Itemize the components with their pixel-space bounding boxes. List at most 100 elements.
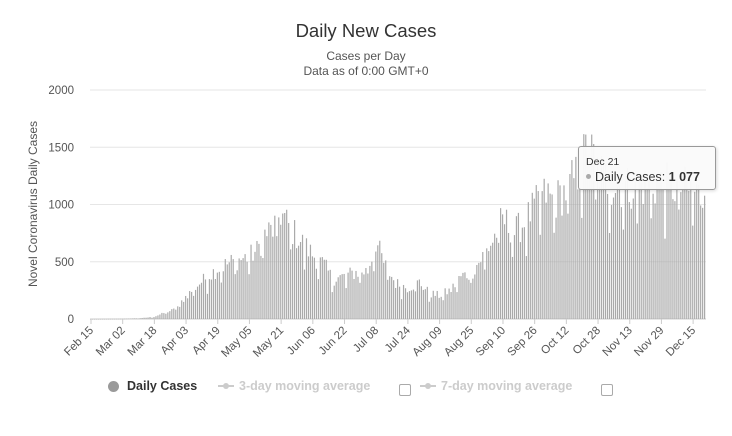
bar[interactable] bbox=[113, 318, 115, 320]
bar[interactable] bbox=[496, 237, 498, 319]
bar[interactable] bbox=[238, 258, 240, 319]
bar[interactable] bbox=[181, 300, 183, 319]
bar[interactable] bbox=[196, 286, 199, 319]
bar[interactable] bbox=[202, 273, 205, 319]
bar[interactable] bbox=[704, 195, 706, 319]
bar[interactable] bbox=[414, 291, 417, 319]
bar[interactable] bbox=[658, 182, 660, 319]
bar[interactable] bbox=[363, 274, 365, 319]
bar[interactable] bbox=[353, 278, 355, 319]
bar[interactable] bbox=[371, 261, 373, 319]
bar[interactable] bbox=[369, 265, 371, 319]
bar[interactable] bbox=[614, 192, 617, 319]
bar[interactable] bbox=[270, 224, 272, 319]
bar[interactable] bbox=[630, 208, 632, 319]
bar[interactable] bbox=[551, 194, 553, 319]
bar[interactable] bbox=[325, 259, 327, 319]
bar[interactable] bbox=[632, 198, 634, 319]
bar[interactable] bbox=[406, 292, 409, 319]
bar[interactable] bbox=[123, 318, 125, 320]
bar[interactable] bbox=[361, 272, 363, 319]
bar[interactable] bbox=[149, 317, 151, 319]
bar[interactable] bbox=[642, 203, 644, 319]
bar[interactable] bbox=[426, 286, 428, 319]
bar[interactable] bbox=[105, 318, 108, 320]
bar[interactable] bbox=[173, 308, 175, 319]
bar[interactable] bbox=[670, 172, 672, 319]
bar[interactable] bbox=[420, 286, 422, 319]
bar[interactable] bbox=[490, 245, 492, 319]
bar[interactable] bbox=[646, 188, 648, 319]
bar[interactable] bbox=[656, 180, 658, 319]
bar[interactable] bbox=[331, 292, 333, 319]
bar[interactable] bbox=[171, 309, 173, 319]
bar[interactable] bbox=[135, 318, 137, 319]
bar[interactable] bbox=[668, 171, 670, 319]
bar[interactable] bbox=[280, 224, 282, 319]
bar[interactable] bbox=[117, 318, 119, 320]
bar[interactable] bbox=[187, 298, 189, 319]
bar[interactable] bbox=[507, 232, 510, 319]
bar[interactable] bbox=[240, 260, 242, 319]
bar[interactable] bbox=[585, 134, 587, 319]
bar[interactable] bbox=[359, 282, 361, 319]
bar[interactable] bbox=[640, 182, 642, 319]
bar[interactable] bbox=[606, 193, 609, 319]
bar[interactable] bbox=[301, 234, 304, 319]
bar[interactable] bbox=[391, 276, 393, 319]
bar[interactable] bbox=[228, 262, 230, 319]
bar[interactable] bbox=[282, 213, 284, 319]
bar[interactable] bbox=[484, 269, 486, 319]
bar[interactable] bbox=[242, 258, 244, 319]
bar[interactable] bbox=[95, 318, 98, 320]
bar[interactable] bbox=[210, 279, 213, 319]
bar[interactable] bbox=[547, 183, 549, 319]
bar[interactable] bbox=[557, 180, 559, 319]
bar[interactable] bbox=[292, 244, 294, 319]
bar[interactable] bbox=[513, 235, 516, 319]
bar[interactable] bbox=[597, 157, 599, 319]
bar[interactable] bbox=[137, 318, 139, 320]
bar[interactable] bbox=[218, 271, 220, 319]
bar[interactable] bbox=[163, 313, 165, 319]
bar[interactable] bbox=[460, 276, 462, 319]
bar[interactable] bbox=[216, 272, 218, 319]
bar[interactable] bbox=[315, 268, 317, 319]
bar[interactable] bbox=[692, 225, 694, 319]
bar[interactable] bbox=[347, 272, 349, 319]
bar[interactable] bbox=[559, 185, 561, 319]
bar[interactable] bbox=[220, 282, 222, 319]
bar[interactable] bbox=[177, 306, 179, 319]
bar[interactable] bbox=[317, 279, 319, 319]
bar[interactable] bbox=[339, 275, 341, 319]
bar[interactable] bbox=[256, 240, 258, 319]
bar[interactable] bbox=[402, 284, 405, 319]
bar[interactable] bbox=[690, 181, 692, 319]
bar[interactable] bbox=[379, 240, 381, 319]
bar[interactable] bbox=[517, 212, 520, 319]
bar[interactable] bbox=[234, 274, 236, 319]
bar[interactable] bbox=[175, 309, 177, 319]
bar[interactable] bbox=[91, 318, 94, 320]
bar[interactable] bbox=[351, 270, 353, 319]
bar[interactable] bbox=[355, 270, 357, 319]
bar[interactable] bbox=[307, 256, 310, 319]
bar[interactable] bbox=[284, 213, 286, 319]
bar[interactable] bbox=[230, 254, 232, 319]
bar[interactable] bbox=[561, 215, 563, 319]
bar[interactable] bbox=[311, 256, 314, 319]
bar[interactable] bbox=[430, 297, 432, 319]
bar[interactable] bbox=[153, 317, 155, 319]
bar[interactable] bbox=[688, 190, 690, 319]
bar[interactable] bbox=[464, 272, 466, 319]
bar[interactable] bbox=[618, 186, 621, 319]
bar[interactable] bbox=[393, 280, 395, 319]
bar[interactable] bbox=[103, 318, 106, 320]
bar[interactable] bbox=[416, 280, 419, 319]
bar[interactable] bbox=[468, 279, 470, 319]
bar[interactable] bbox=[652, 193, 654, 319]
bar[interactable] bbox=[272, 236, 274, 319]
bar[interactable] bbox=[662, 188, 664, 319]
bar[interactable] bbox=[511, 256, 514, 319]
bar[interactable] bbox=[634, 173, 636, 319]
